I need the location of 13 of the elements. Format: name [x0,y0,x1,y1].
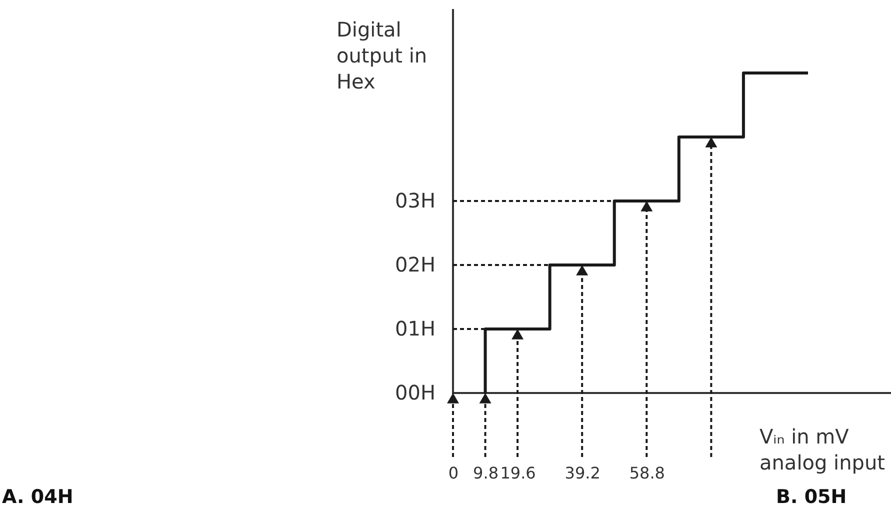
y-tick-label: 03H [395,188,436,212]
x-tick-label: 39.2 [564,464,600,482]
y-tick-label: 01H [395,316,436,340]
y-tick-label: 00H [395,380,436,404]
x-tick-label: 0 [448,464,459,482]
y-axis-title: Digital output in Hex [336,18,428,94]
x-tick-label: 58.8 [629,464,665,482]
x-tick-label: 9.8 [473,464,498,482]
x-axis-title: Vᵢₙ in mV analog input [760,424,886,474]
text: B. 05H [776,486,847,508]
x-tick-label: 19.6 [500,464,536,482]
y-tick-label: 02H [395,252,436,276]
text: A. 04H [2,486,74,508]
